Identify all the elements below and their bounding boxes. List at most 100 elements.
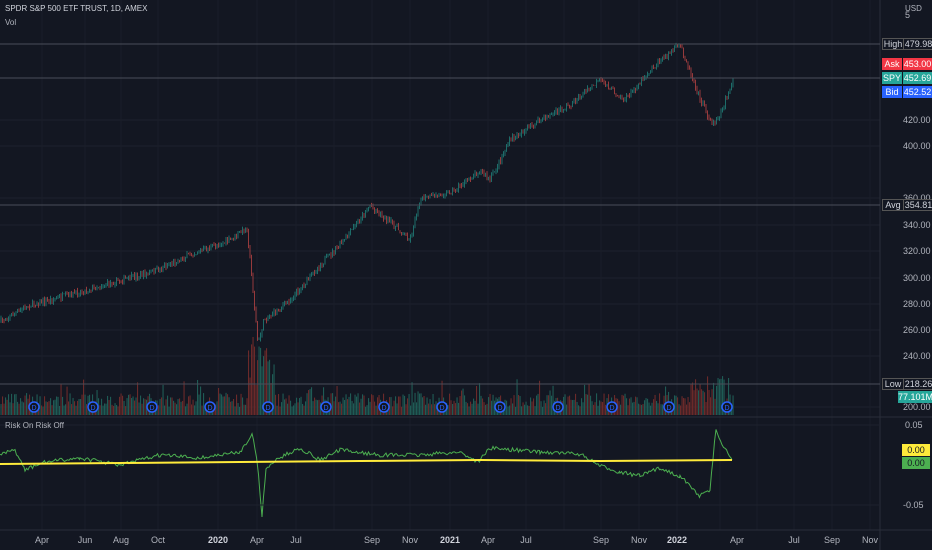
- volume-bar: [543, 400, 545, 415]
- volume-bar: [525, 401, 527, 415]
- volume-bar: [507, 406, 509, 415]
- volume-bar: [678, 404, 680, 415]
- volume-bar: [369, 401, 371, 415]
- date-tick-label: Apr: [249, 535, 265, 545]
- dividend-icon: [663, 401, 675, 413]
- volume-bar: [312, 401, 314, 415]
- volume-bar: [594, 402, 596, 415]
- volume-bar: [77, 400, 79, 415]
- volume-bar: [65, 404, 67, 415]
- volume-bar: [674, 395, 676, 415]
- date-tick-label: Nov: [401, 535, 419, 545]
- volume-bar: [428, 403, 430, 415]
- volume-bar: [476, 385, 478, 415]
- volume-bar: [648, 402, 650, 415]
- volume-bar: [465, 401, 467, 415]
- volume-bar: [527, 405, 529, 415]
- volume-bar: [167, 395, 169, 415]
- indicator-tick-top: 0.05: [905, 420, 923, 430]
- volume-bar: [480, 395, 482, 415]
- volume-bar: [12, 403, 14, 415]
- volume-bar: [510, 398, 512, 415]
- volume-bar: [72, 397, 74, 415]
- volume-bar: [599, 400, 601, 415]
- volume-bar: [203, 393, 205, 415]
- volume-bar: [483, 402, 485, 415]
- volume-bar: [24, 395, 26, 415]
- volume-bar: [251, 344, 253, 415]
- volume-bar: [408, 394, 410, 415]
- indicator-tick-bottom: -0.05: [903, 500, 924, 510]
- volume-bar: [513, 395, 515, 415]
- volume-bar: [221, 394, 223, 415]
- volume-bar: [473, 398, 475, 415]
- volume-bar: [641, 404, 643, 415]
- volume-bar: [713, 382, 715, 415]
- volume-bar: [71, 404, 73, 415]
- volume-bar: [132, 396, 134, 415]
- volume-bar: [372, 395, 374, 415]
- volume-bar: [357, 393, 359, 415]
- volume-bar: [101, 398, 103, 415]
- volume-bar: [414, 392, 416, 415]
- volume-bar: [158, 405, 160, 415]
- volume-bar: [716, 385, 718, 415]
- volume-bar: [257, 360, 259, 415]
- dividend-icon: [146, 401, 158, 413]
- volume-bar: [306, 393, 308, 415]
- volume-bar: [86, 404, 88, 415]
- volume-bar: [99, 405, 101, 415]
- volume-bar: [243, 404, 245, 415]
- volume-bar: [570, 399, 572, 415]
- volume-bar: [470, 401, 472, 415]
- volume-bar: [189, 395, 191, 415]
- volume-bar: [111, 404, 113, 415]
- volume-bar: [165, 399, 167, 415]
- volume-bar: [377, 397, 379, 415]
- chart-title: SPDR S&P 500 ETF TRUST, 1D, AMEX: [5, 4, 148, 13]
- volume-bar: [261, 366, 263, 415]
- volume-bar: [246, 398, 248, 415]
- volume-bar: [728, 377, 730, 415]
- volume-bar: [401, 406, 403, 415]
- volume-bar: [323, 387, 325, 415]
- volume-bar: [140, 395, 142, 415]
- volume-bar: [411, 382, 413, 415]
- volume-bar: [366, 405, 368, 415]
- volume-bar: [359, 402, 361, 415]
- volume-bar: [174, 402, 176, 415]
- volume-bar: [635, 396, 637, 415]
- indicator-pane: [0, 424, 880, 517]
- volume-bar: [219, 393, 221, 415]
- volume-bar: [701, 389, 703, 415]
- volume-bar: [299, 398, 301, 415]
- volume-bar: [435, 401, 437, 415]
- volume-bar: [110, 396, 112, 415]
- date-tick-label: Nov: [630, 535, 648, 545]
- volume-bar: [233, 398, 235, 415]
- volume-bar: [69, 393, 71, 415]
- volume-bar: [347, 399, 349, 415]
- volume-bar: [311, 387, 313, 415]
- volume-bar: [639, 404, 641, 415]
- volume-bar: [338, 402, 340, 415]
- volume-bar: [204, 406, 206, 415]
- volume-bar: [224, 396, 226, 415]
- volume-bar: [309, 389, 311, 415]
- volume-bar: [353, 403, 355, 415]
- volume-bar: [429, 399, 431, 415]
- volume-bar: [410, 405, 412, 415]
- volume-bar: [264, 350, 266, 415]
- volume-bar: [680, 405, 682, 415]
- volume-bar: [96, 390, 98, 415]
- volume-bar: [102, 405, 104, 415]
- volume-bar: [21, 401, 23, 415]
- volume-bar: [252, 336, 254, 415]
- volume-bar: [170, 397, 172, 415]
- volume-bar: [291, 406, 293, 415]
- volume-bar: [714, 398, 716, 415]
- volume-bar: [282, 393, 284, 415]
- volume-bar: [105, 403, 107, 415]
